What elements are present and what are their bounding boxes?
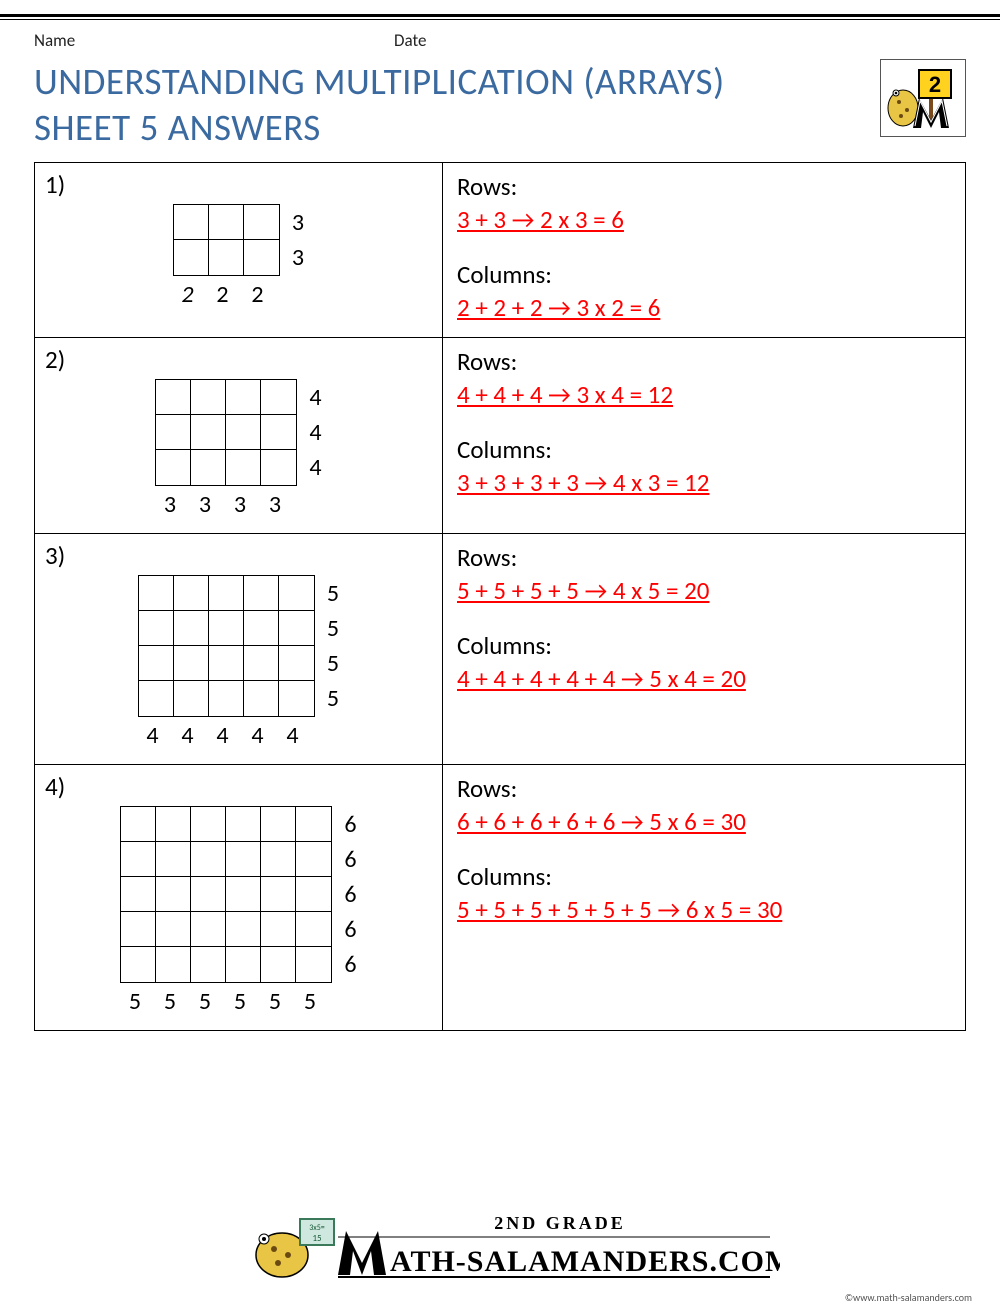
array-grid <box>155 379 297 486</box>
array-grid <box>173 204 280 276</box>
array-grid <box>120 806 332 983</box>
column-count-labels: 44444 <box>135 721 310 750</box>
columns-label: Columns: <box>457 434 951 465</box>
columns-answer: 5 + 5 + 5 + 5 + 5 + 5 → 6 x 5 = 30 <box>457 894 951 925</box>
problem-array-cell: 4) 66666 555555 <box>35 765 443 1030</box>
question-number: 4) <box>45 771 432 802</box>
question-number: 2) <box>45 344 432 375</box>
problem-row: 4) 66666 555555 Rows:6 + 6 + 6 + 6 + 6 → 5 … <box>35 765 965 1031</box>
problem-array-cell: 1) 33 222 <box>35 163 443 337</box>
name-label: Name <box>34 30 394 51</box>
row-count-labels: 5555 <box>327 576 339 716</box>
date-label: Date <box>394 30 426 51</box>
rows-answer: 5 + 5 + 5 + 5 → 4 x 5 = 20 <box>457 575 951 606</box>
worksheet-table: 1)33222Rows:3 + 3 → 2 x 3 = 6Columns:2 +… <box>34 162 966 1031</box>
rows-label: Rows: <box>457 171 951 202</box>
row-count-labels: 66666 <box>344 807 356 982</box>
columns-answer: 3 + 3 + 3 + 3 → 4 x 3 = 12 <box>457 467 951 498</box>
question-number: 1) <box>45 169 432 200</box>
svg-text:15: 15 <box>312 1233 322 1244</box>
columns-answer: 4 + 4 + 4 + 4 + 4 → 5 x 4 = 20 <box>457 663 951 694</box>
title-line-1: UNDERSTANDING MULTIPLICATION (ARRAYS) <box>34 59 725 104</box>
svg-text:2: 2 <box>929 72 941 97</box>
rows-label: Rows: <box>457 542 951 573</box>
problem-row: 3) 5555 44444 Rows:5 + 5 + 5 + 5 → 4 x 5 = … <box>35 534 965 765</box>
problem-answer-cell: Rows:5 + 5 + 5 + 5 → 4 x 5 = 20 Columns:4… <box>443 534 965 764</box>
array-grid <box>138 575 315 717</box>
problem-answer-cell: Rows:4 + 4 + 4 → 3 x 4 = 12 Columns:3 + 3… <box>443 338 965 533</box>
column-count-labels: 222 <box>170 280 275 309</box>
header-fields: Name Date <box>34 30 966 51</box>
footer: 3x5= 15 2ND GRADE ATH-SALAMANDERS.COM <box>0 1203 1000 1288</box>
columns-label: Columns: <box>457 630 951 661</box>
page-title: UNDERSTANDING MULTIPLICATION (ARRAYS) SH… <box>34 59 725 152</box>
rows-label: Rows: <box>457 773 951 804</box>
rows-answer: 6 + 6 + 6 + 6 + 6 → 5 x 6 = 30 <box>457 806 951 837</box>
problem-array-cell: 2) 444 3333 <box>35 338 443 533</box>
footer-site-text: ATH-SALAMANDERS.COM <box>390 1245 780 1278</box>
rows-answer: 3 + 3 → 2 x 3 = 6 <box>457 204 951 235</box>
problem-row: 1) 33 222 Rows:3 + 3 → 2 x 3 = 6 Columns:2 +… <box>35 163 965 338</box>
columns-label: Columns: <box>457 861 951 892</box>
footer-grade-text: 2ND GRADE <box>494 1213 626 1233</box>
rows-answer: 4 + 4 + 4 → 3 x 4 = 12 <box>457 379 951 410</box>
problem-row: 2) 444 3333 Rows:4 + 4 + 4 → 3 x 4 = 12 Colu… <box>35 338 965 534</box>
row-count-labels: 33 <box>292 205 304 275</box>
column-count-labels: 3333 <box>153 490 293 519</box>
columns-answer: 2 + 2 + 2 → 3 x 2 = 6 <box>457 292 951 323</box>
row-count-labels: 444 <box>309 380 321 485</box>
problem-answer-cell: Rows:6 + 6 + 6 + 6 + 6 → 5 x 6 = 30 Colum… <box>443 765 965 1030</box>
columns-label: Columns: <box>457 259 951 290</box>
grade-logo: 2 <box>880 59 966 137</box>
problem-answer-cell: Rows:3 + 3 → 2 x 3 = 6 Columns:2 + 2 + 2 … <box>443 163 965 337</box>
svg-text:3x5=: 3x5= <box>309 1223 325 1233</box>
column-count-labels: 555555 <box>118 987 328 1016</box>
problem-array-cell: 3) 5555 44444 <box>35 534 443 764</box>
question-number: 3) <box>45 540 432 571</box>
title-line-2: SHEET 5 ANSWERS <box>34 105 321 150</box>
rows-label: Rows: <box>457 346 951 377</box>
copyright-text: ©www.math-salamanders.com <box>845 1291 972 1304</box>
